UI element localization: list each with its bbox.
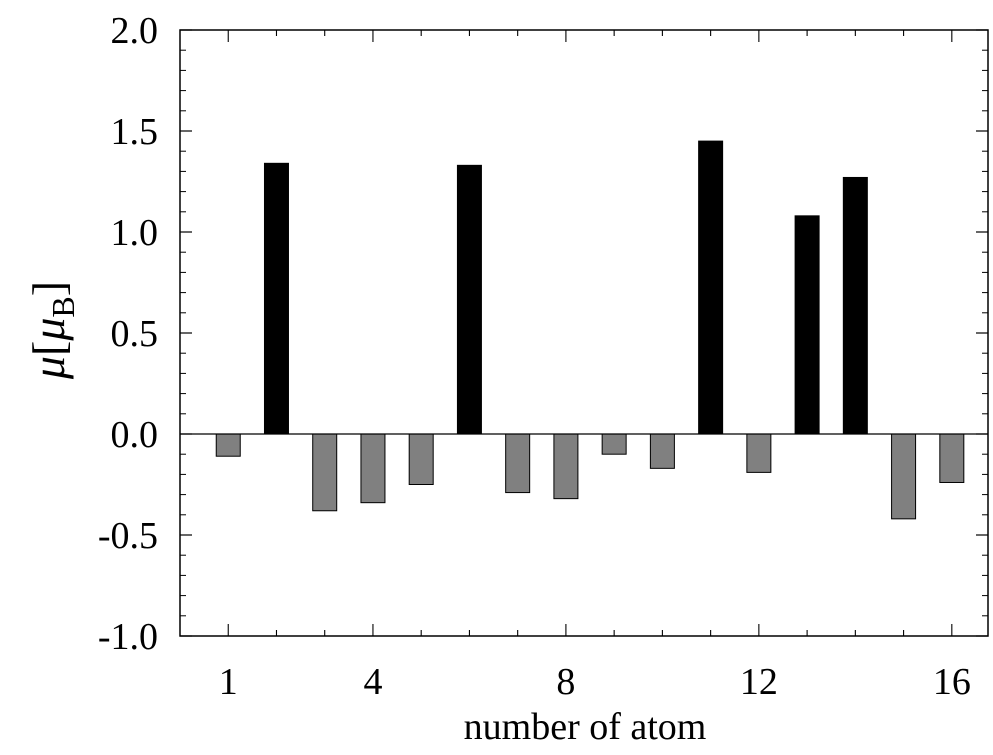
x-tick-label: 8: [556, 661, 575, 703]
bar-atom-8: [553, 433, 579, 500]
x-axis-label: number of atom: [464, 706, 707, 748]
y-tick-labels: -1.0 -0.5 0.0 0.5 1.0 1.5 2.0: [98, 10, 158, 658]
y-tick-label: 1.5: [111, 111, 159, 153]
bar-atom-1: [215, 433, 241, 457]
bar-atom-11: [698, 140, 724, 435]
y-tick-label: 0.0: [111, 414, 159, 456]
x-tick-label: 12: [740, 661, 778, 703]
y-axis-label-unit: μ: [23, 318, 74, 342]
bar-atom-10: [649, 433, 675, 469]
bar-atom-16: [939, 433, 965, 483]
bars-layer: [215, 140, 965, 520]
bar-atom-4: [360, 433, 386, 504]
y-axis-label: μ[μB]: [23, 281, 81, 380]
y-axis-label-symbol: μ: [23, 356, 74, 380]
x-tick-label: 1: [219, 661, 238, 703]
y-tick-label: -1.0: [98, 616, 158, 658]
y-tick-label: 2.0: [111, 10, 159, 52]
bar-atom-9: [601, 433, 627, 455]
bar-atom-2: [263, 162, 289, 435]
bar-atom-6: [456, 164, 482, 435]
bar-atom-5: [408, 433, 434, 485]
y-tick-label: 1.0: [111, 212, 159, 254]
y-axis-label-unit-subscript: B: [45, 296, 81, 317]
bar-atom-12: [746, 433, 772, 473]
y-tick-label: -0.5: [98, 515, 158, 557]
bar-atom-3: [312, 433, 338, 512]
bar-atom-13: [794, 215, 820, 435]
bar-atom-7: [505, 433, 531, 494]
x-tick-label: 4: [363, 661, 382, 703]
bar-atom-14: [842, 176, 868, 435]
bar-atom-15: [891, 433, 917, 520]
x-tick-label: 16: [933, 661, 971, 703]
y-tick-label: 0.5: [111, 313, 159, 355]
x-tick-labels: 1 4 8 12 16: [219, 661, 971, 703]
plot-frame: [179, 29, 989, 637]
